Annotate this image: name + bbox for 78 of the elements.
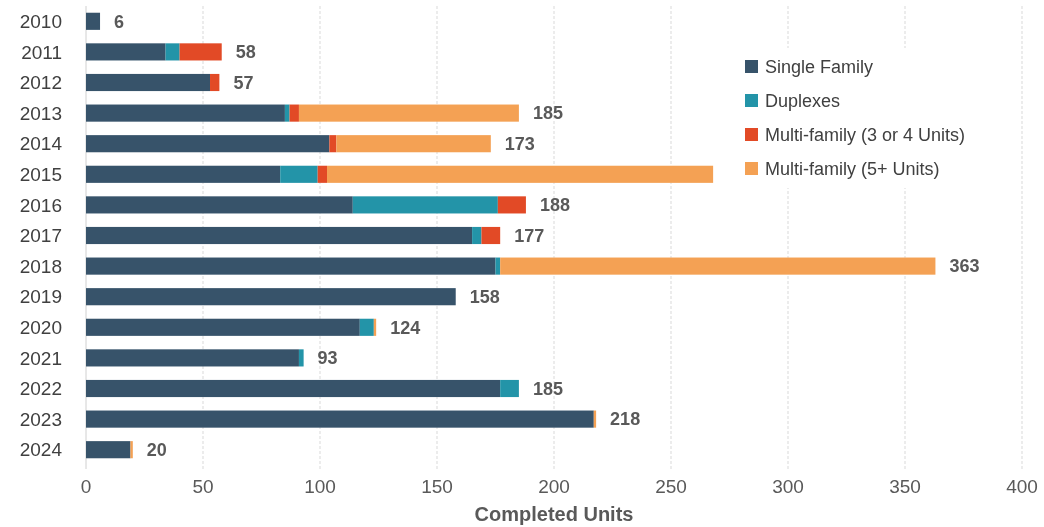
legend-label: Multi-family (3 or 4 Units)	[765, 125, 966, 146]
bar	[497, 196, 526, 214]
y-tick-label: 2022	[19, 378, 62, 400]
bar	[336, 135, 491, 153]
bar	[500, 257, 936, 275]
bar	[329, 135, 337, 153]
total-label: 158	[469, 287, 500, 307]
x-axis-title: Completed Units	[474, 503, 634, 525]
x-tick-label: 400	[1006, 476, 1038, 497]
total-label: 218	[610, 409, 641, 430]
legend-label: Duplexes	[765, 91, 841, 112]
y-tick-label: 2024	[19, 439, 63, 461]
total-label: 173	[504, 134, 535, 154]
bar	[86, 441, 131, 459]
bar	[317, 165, 328, 183]
bar	[86, 349, 299, 367]
x-tick-label: 300	[772, 476, 804, 497]
total-label: 177	[514, 225, 545, 246]
x-tick-label: 150	[421, 476, 453, 497]
bar	[359, 318, 374, 336]
legend-label: Single Family	[765, 57, 874, 78]
total-label: 57	[233, 72, 254, 93]
y-tick-label: 2015	[19, 163, 62, 185]
total-label: 20	[146, 440, 167, 460]
bar	[86, 43, 166, 61]
y-tick-label: 2021	[19, 347, 62, 369]
total-label: 185	[532, 103, 563, 124]
total-label: 93	[317, 348, 338, 369]
bar	[86, 410, 594, 428]
x-tick-label: 350	[889, 476, 921, 497]
bar	[86, 135, 330, 153]
bar	[472, 226, 482, 245]
y-tick-label: 2012	[19, 72, 62, 94]
x-tick-label: 200	[538, 476, 570, 497]
total-label: 58	[235, 42, 256, 63]
bar	[86, 226, 473, 245]
total-label: 124	[390, 317, 421, 338]
bar	[327, 165, 714, 183]
bar	[86, 318, 360, 336]
y-tick-label: 2017	[19, 225, 62, 247]
bar	[481, 226, 501, 245]
y-tick-label: 2023	[19, 408, 62, 430]
bar	[165, 43, 180, 61]
bar	[86, 104, 285, 122]
bar	[86, 288, 456, 306]
bar	[298, 349, 304, 367]
bar	[86, 165, 281, 183]
x-tick-label: 0	[80, 476, 92, 497]
total-label: 6	[114, 11, 125, 32]
total-label: 188	[539, 195, 570, 216]
y-tick-label: 2010	[19, 10, 62, 32]
y-tick-label: 2014	[19, 133, 63, 155]
bar	[210, 73, 220, 92]
y-tick-label: 2019	[19, 286, 62, 308]
bar	[86, 196, 353, 214]
y-tick-label: 2018	[19, 255, 62, 277]
x-tick-label: 50	[192, 476, 214, 497]
bar	[284, 104, 290, 122]
bar	[86, 73, 211, 92]
legend-label: Multi-family (5+ Units)	[765, 159, 940, 180]
bar	[130, 441, 133, 459]
total-label: 185	[532, 378, 563, 399]
bar	[352, 196, 498, 214]
y-tick-label: 2011	[21, 41, 62, 63]
x-tick-label: 250	[655, 476, 687, 497]
bar	[86, 12, 101, 30]
bar	[86, 257, 496, 275]
bar	[86, 379, 501, 398]
bar	[179, 43, 222, 61]
bar	[500, 379, 519, 398]
bar	[289, 104, 299, 122]
x-tick-label: 100	[304, 476, 336, 497]
total-label: 363	[949, 256, 980, 277]
bar	[280, 165, 318, 183]
bar	[298, 104, 519, 122]
y-tick-label: 2013	[19, 102, 62, 124]
y-tick-label: 2020	[19, 316, 62, 338]
y-tick-label: 2016	[19, 194, 62, 216]
